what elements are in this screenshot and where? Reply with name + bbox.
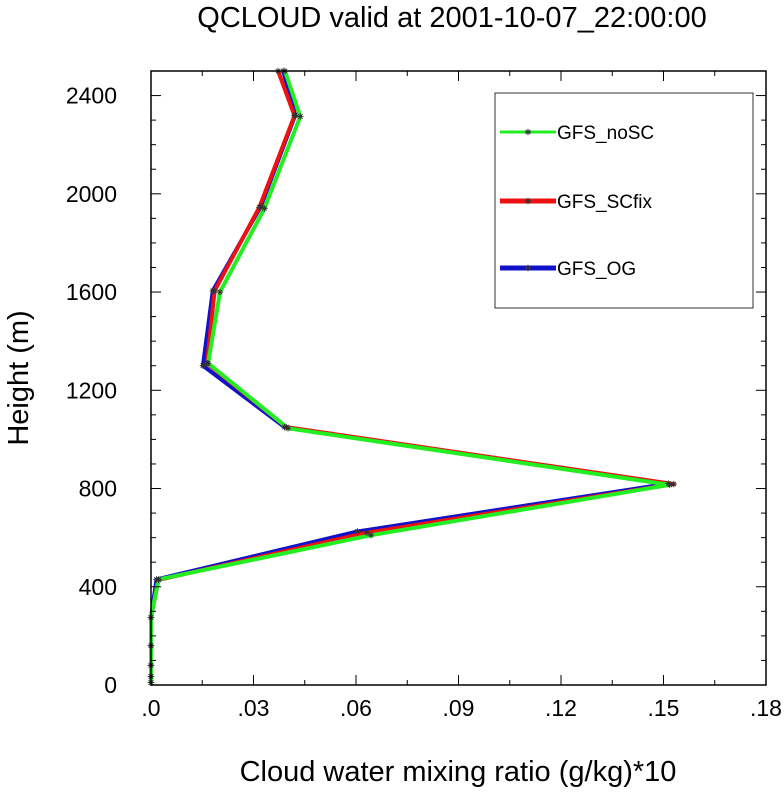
axis-ticks bbox=[150, 70, 767, 686]
y-tick-labels: 0 400 800 1200 1600 2000 2400 bbox=[66, 83, 117, 698]
legend: GFS_noSC GFS_SCfix GFS_OG bbox=[494, 92, 754, 309]
legend-label: GFS_noSC bbox=[557, 123, 654, 144]
data-point-marker bbox=[670, 480, 677, 488]
data-point-marker bbox=[261, 205, 268, 212]
legend-box bbox=[494, 92, 754, 309]
x-tick-label: .09 bbox=[443, 695, 475, 721]
chart-title: QCLOUD valid at 2001-10-07_22:00:00 bbox=[197, 2, 706, 34]
y-tick-label: 2400 bbox=[66, 83, 117, 109]
data-point-marker bbox=[216, 288, 224, 296]
legend-label: GFS_SCfix bbox=[557, 192, 653, 213]
y-tick-label: 2000 bbox=[66, 181, 117, 207]
data-point-marker bbox=[524, 128, 532, 136]
x-tick-label: .03 bbox=[238, 695, 270, 721]
y-tick-label: 1600 bbox=[66, 279, 117, 305]
data-point-marker bbox=[257, 202, 265, 210]
data-point-marker bbox=[367, 531, 375, 539]
y-tick-label: 400 bbox=[79, 574, 117, 600]
x-tick-label: .06 bbox=[340, 695, 372, 721]
data-point-marker bbox=[291, 112, 299, 119]
y-tick-label: 0 bbox=[104, 672, 117, 698]
data-point-marker bbox=[524, 197, 532, 205]
x-tick-label: .12 bbox=[545, 695, 577, 721]
data-point-marker bbox=[153, 576, 160, 583]
data-point-marker bbox=[665, 480, 672, 487]
data-point-marker bbox=[209, 287, 217, 295]
data-point-marker bbox=[354, 528, 361, 535]
data-point-marker bbox=[524, 264, 532, 272]
data-point-marker bbox=[199, 362, 207, 369]
y-axis-label: Height (m) bbox=[3, 310, 35, 445]
data-point-marker bbox=[203, 360, 211, 367]
y-tick-label: 800 bbox=[79, 476, 117, 502]
data-point-marker bbox=[363, 529, 371, 536]
x-tick-labels: .0 .03 .06 .09 .12 .15 .18 bbox=[141, 695, 782, 721]
y-tick-label: 1200 bbox=[66, 377, 117, 403]
data-point-marker bbox=[297, 113, 304, 120]
x-tick-label: .18 bbox=[750, 695, 782, 721]
legend-label: GFS_OG bbox=[557, 259, 636, 280]
x-tick-label: .0 bbox=[141, 695, 160, 721]
data-point-marker bbox=[155, 576, 162, 584]
data-point-marker bbox=[281, 423, 288, 431]
x-axis-label: Cloud water mixing ratio (g/kg)*10 bbox=[240, 756, 677, 788]
x-tick-label: .15 bbox=[648, 695, 680, 721]
